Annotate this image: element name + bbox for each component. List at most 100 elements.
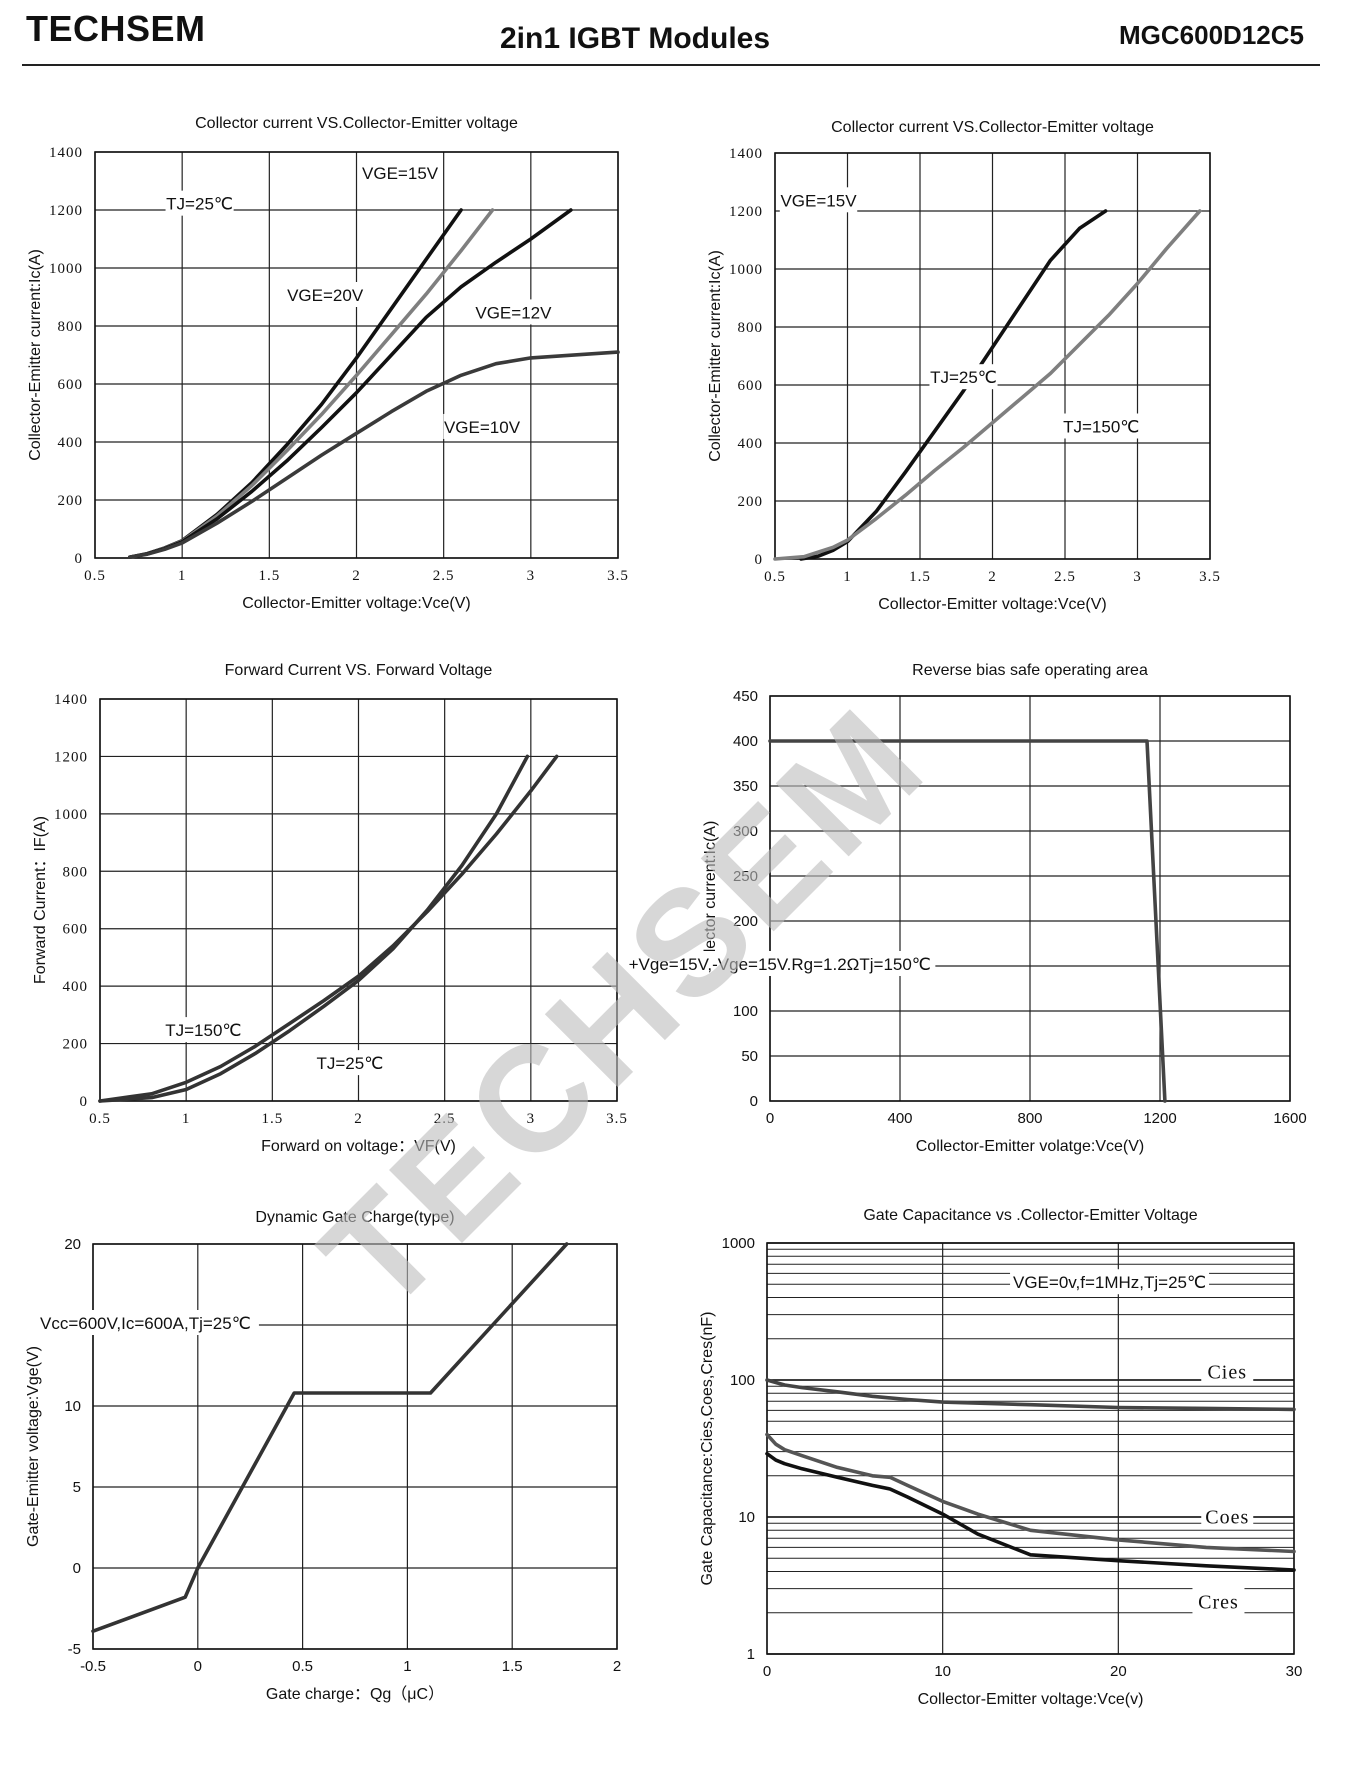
y-tick-label: 1200: [54, 749, 88, 765]
x-tick-label: 1: [403, 1658, 411, 1675]
x-tick-label: 400: [887, 1110, 912, 1127]
x-tick-label: 0.5: [89, 1111, 111, 1127]
y-axis-label: Forward Current：IF(A): [32, 816, 49, 984]
y-tick-label: 1400: [49, 145, 83, 161]
y-tick-label: 800: [58, 319, 84, 335]
plot-frame: [99, 698, 618, 1102]
x-tick-label: 1.5: [502, 1658, 523, 1675]
annotation-label: TJ=150℃: [1063, 418, 1139, 437]
series-line-2: [98, 754, 530, 1103]
y-tick-label: 800: [738, 320, 764, 336]
y-tick-label: 5: [73, 1479, 81, 1496]
annotation-label: VGE=15V: [362, 164, 439, 183]
x-axis-label: Forward on voltage：VF(V): [261, 1138, 456, 1155]
series-line-1: [98, 754, 559, 1103]
x-axis-label: Collector-Emitter voltage:Vce(v): [918, 1691, 1144, 1708]
x-tick-label: 1.5: [258, 568, 280, 584]
x-tick-label: 1600: [1273, 1110, 1306, 1127]
annotation-bg: [165, 190, 234, 216]
y-axis-label: Collector current:Ic(A): [702, 821, 719, 977]
annotation-label: TJ=25℃: [316, 1054, 383, 1073]
annotation-label: Coes: [1205, 1506, 1249, 1528]
chart-forward-current: 0.5 1 1.5 2 2.5 3 3.5 0 200 400 600 800 1000 1200 1400…: [32, 662, 628, 1155]
series-line-1: [768, 739, 1167, 1103]
series-line-1: [765, 1378, 1296, 1412]
y-tick-label: 300: [733, 823, 758, 840]
y-tick-label: 100: [733, 1003, 758, 1020]
annotation-label: Vcc=600V,Ic=600A,Tj=25℃: [40, 1314, 251, 1333]
x-tick-label: 20: [1110, 1663, 1127, 1680]
annotation-label: VGE=10V: [444, 418, 521, 437]
y-tick-label: 10: [64, 1398, 81, 1415]
annotation-bg: [779, 187, 858, 213]
x-tick-label: 0: [766, 1110, 774, 1127]
chart-rbsoa: 0400800120016000501001502002503003504004…: [624, 662, 1307, 1155]
x-tick-label: 2: [613, 1658, 621, 1675]
series-line-1: [799, 209, 1108, 561]
annotation-label: TJ=25℃: [930, 368, 997, 387]
plot-frame: [766, 1242, 1295, 1655]
annotation-bg: [164, 1017, 243, 1043]
x-tick-label: 3: [1133, 569, 1142, 585]
x-tick-label: -0.5: [80, 1658, 106, 1675]
x-tick-label: 3: [527, 1111, 536, 1127]
y-tick-label: 400: [63, 979, 89, 995]
y-tick-label: 1200: [729, 204, 763, 220]
annotation-bg: [624, 951, 936, 976]
y-tick-label: 600: [63, 922, 89, 938]
y-tick-label: 1: [747, 1646, 755, 1663]
y-tick-label: 0: [755, 552, 764, 568]
x-tick-label: 3.5: [1199, 569, 1221, 585]
x-tick-label: 30: [1286, 1663, 1303, 1680]
y-tick-label: 0: [750, 1093, 758, 1110]
annotation-bg: [443, 413, 521, 439]
y-axis-label: Gate-Emitter voltage:Vge(V): [25, 1346, 42, 1547]
y-tick-label: 350: [733, 778, 758, 795]
x-tick-label: 2: [354, 1111, 363, 1127]
chart-title: Collector current VS.Collector-Emitter v…: [195, 115, 518, 132]
y-tick-label: 250: [733, 868, 758, 885]
chart-title: Reverse bias safe operating area: [912, 662, 1148, 679]
x-tick-label: 1200: [1143, 1110, 1176, 1127]
y-axis-label: Collector-Emitter current:Ic(A): [27, 249, 44, 461]
annotation-bg: [1010, 1269, 1210, 1295]
annotation-label: TJ=150℃: [165, 1021, 241, 1040]
y-tick-label: 600: [738, 378, 764, 394]
annotation-label: +Vge=15V,-Vge=15V.Rg=1.2ΩTj=150℃: [629, 955, 931, 974]
chart-ic-vce-by-temp: 0.5 1 1.5 2 2.5 3 3.5 0 200 400 600 800 1000 1200 1400…: [707, 119, 1221, 613]
chart-gate-charge: -0.500.511.52-505101520Dynamic Gate Char…: [25, 1209, 621, 1703]
chart-title: Dynamic Gate Charge(type): [255, 1209, 454, 1226]
annotation-label: Cies: [1207, 1361, 1247, 1383]
document-title: 2in1 IGBT Modules: [500, 22, 771, 55]
y-tick-label: 1000: [729, 262, 763, 278]
x-tick-label: 10: [934, 1663, 951, 1680]
annotation-label: TJ=25℃: [166, 195, 233, 214]
annotation-bg: [31, 1310, 259, 1335]
y-tick-label: 100: [730, 1372, 755, 1389]
y-tick-label: 20: [64, 1236, 81, 1253]
x-tick-label: 1.5: [909, 569, 931, 585]
y-tick-label: 50: [741, 1048, 758, 1065]
y-tick-label: 10: [738, 1509, 755, 1526]
chart-title: Collector current VS.Collector-Emitter v…: [831, 119, 1154, 136]
y-tick-label: 1000: [49, 261, 83, 277]
x-tick-label: 3.5: [607, 568, 629, 584]
y-tick-label: 1200: [49, 203, 83, 219]
x-axis-label: Collector-Emitter volatge:Vce(V): [916, 1138, 1145, 1155]
x-tick-label: 3: [527, 568, 536, 584]
y-tick-label: 400: [733, 733, 758, 750]
annotation-label: VGE=15V: [780, 191, 857, 210]
x-tick-label: 0: [763, 1663, 771, 1680]
x-tick-label: 0.5: [764, 569, 786, 585]
x-axis-label: Collector-Emitter voltage:Vce(V): [878, 596, 1107, 613]
x-tick-label: 3.5: [606, 1111, 628, 1127]
y-axis-label: Collector-Emitter current:Ic(A): [707, 250, 724, 462]
annotation-bg: [315, 1050, 384, 1076]
annotation-bg: [1201, 1356, 1254, 1385]
plot-frame: [92, 1243, 618, 1650]
x-tick-label: 0.5: [292, 1658, 313, 1675]
y-tick-label: 600: [58, 377, 84, 393]
plot-frame: [774, 152, 1211, 560]
y-tick-label: 1000: [722, 1235, 755, 1252]
annotation-label: Cres: [1198, 1591, 1239, 1613]
